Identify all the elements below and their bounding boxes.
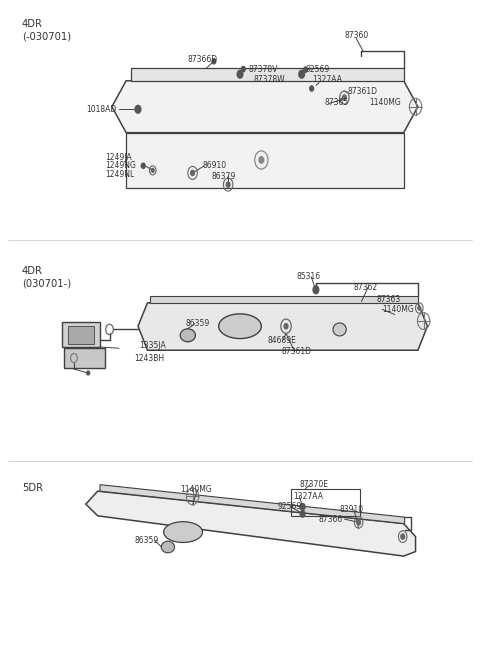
Text: 87378V: 87378V — [249, 65, 278, 74]
Ellipse shape — [333, 323, 346, 336]
Text: 86910: 86910 — [202, 161, 226, 170]
Polygon shape — [131, 67, 404, 81]
Circle shape — [300, 511, 305, 517]
Text: 1018AD: 1018AD — [86, 105, 116, 114]
Circle shape — [87, 371, 90, 375]
Text: 1327AA: 1327AA — [312, 75, 343, 84]
Text: 1140MG: 1140MG — [370, 98, 401, 107]
Text: 87361D: 87361D — [347, 86, 377, 96]
Circle shape — [303, 67, 307, 72]
Ellipse shape — [161, 541, 175, 553]
Ellipse shape — [219, 314, 261, 339]
Text: 83910: 83910 — [340, 505, 364, 514]
Ellipse shape — [164, 521, 203, 542]
Text: 1327AA: 1327AA — [293, 492, 323, 501]
Polygon shape — [112, 81, 418, 133]
Text: 84689E: 84689E — [267, 336, 296, 345]
Text: 1243BH: 1243BH — [135, 354, 165, 362]
Circle shape — [259, 157, 264, 163]
Ellipse shape — [180, 329, 195, 342]
Text: 87361D: 87361D — [282, 347, 312, 356]
Text: 85316: 85316 — [297, 272, 321, 282]
Text: 86359: 86359 — [185, 319, 210, 328]
Text: 1249NL: 1249NL — [105, 170, 134, 179]
Text: 1140MG: 1140MG — [180, 485, 213, 495]
Circle shape — [191, 170, 194, 176]
Text: 87378W: 87378W — [253, 75, 285, 84]
Circle shape — [241, 66, 245, 71]
Circle shape — [284, 324, 288, 329]
Circle shape — [226, 182, 230, 187]
Text: 4DR
(-030701): 4DR (-030701) — [22, 19, 71, 42]
Text: 92569: 92569 — [305, 65, 330, 74]
Bar — [291, 489, 360, 516]
Polygon shape — [64, 348, 105, 367]
Text: 87362: 87362 — [354, 283, 378, 291]
Polygon shape — [62, 322, 100, 347]
Text: 87366D: 87366D — [188, 55, 218, 64]
Circle shape — [151, 168, 154, 172]
Polygon shape — [126, 133, 404, 188]
Text: 87366: 87366 — [319, 515, 343, 523]
Circle shape — [237, 70, 243, 78]
Text: 1249NG: 1249NG — [105, 161, 136, 170]
Circle shape — [418, 306, 421, 310]
Text: 86379: 86379 — [212, 172, 236, 181]
Circle shape — [135, 105, 141, 113]
Text: 5DR: 5DR — [22, 483, 43, 493]
Polygon shape — [100, 485, 405, 523]
Text: 1335JA: 1335JA — [139, 341, 166, 350]
Text: 92569: 92569 — [278, 502, 302, 512]
Text: 1249JA: 1249JA — [105, 153, 132, 162]
Text: 4DR
(030701-): 4DR (030701-) — [22, 266, 71, 289]
Circle shape — [141, 163, 145, 168]
Circle shape — [401, 534, 405, 539]
Text: 87363: 87363 — [377, 295, 401, 304]
Text: 1140MG: 1140MG — [383, 305, 414, 314]
Polygon shape — [68, 326, 94, 344]
Circle shape — [310, 86, 313, 91]
Circle shape — [299, 70, 304, 78]
Polygon shape — [86, 491, 416, 556]
Text: 87370E: 87370E — [300, 480, 328, 489]
Text: 86359: 86359 — [135, 536, 159, 545]
Circle shape — [342, 95, 346, 100]
Polygon shape — [138, 303, 427, 350]
Circle shape — [212, 59, 216, 64]
Circle shape — [300, 504, 305, 510]
Text: 87365: 87365 — [324, 98, 348, 107]
Polygon shape — [150, 296, 418, 303]
Text: 87360: 87360 — [344, 31, 369, 40]
Circle shape — [357, 519, 360, 525]
Circle shape — [313, 286, 319, 293]
